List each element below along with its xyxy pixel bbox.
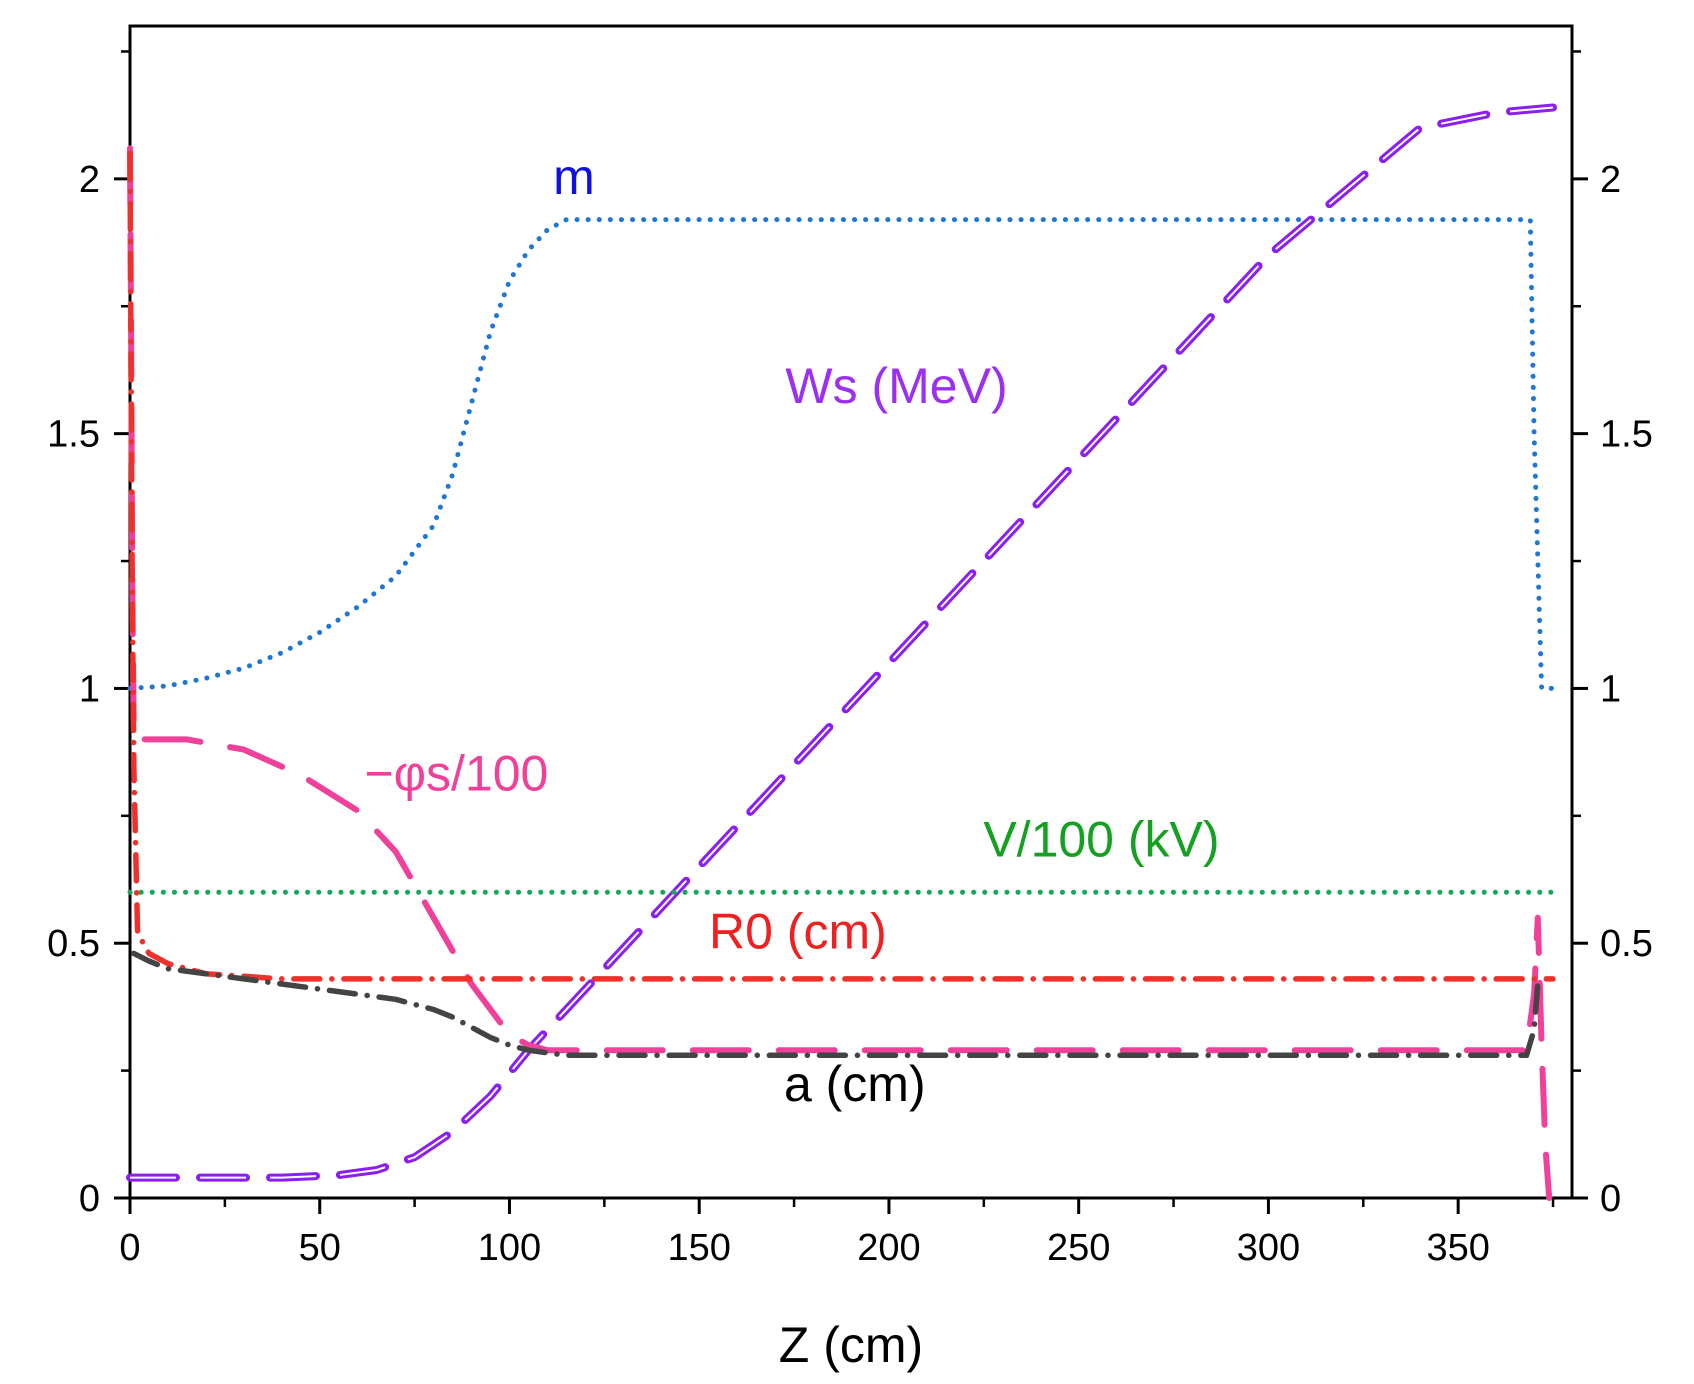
series-line-ws-mev bbox=[126, 103, 1557, 1182]
series-label-a-cm: a (cm) bbox=[784, 1056, 926, 1112]
y-tick-label: 0.5 bbox=[47, 923, 100, 965]
series-label-v-100-kv: V/100 (kV) bbox=[983, 812, 1219, 868]
y-tick-label: 0 bbox=[79, 1178, 100, 1220]
right-y-tick-label: 2 bbox=[1600, 159, 1621, 201]
x-tick-label: 250 bbox=[1047, 1227, 1110, 1269]
y-tick-label: 2 bbox=[79, 159, 100, 201]
right-y-tick-label: 1 bbox=[1600, 668, 1621, 710]
right-y-tick-label: 0.5 bbox=[1600, 923, 1653, 965]
y-tick-label: 1.5 bbox=[47, 414, 100, 456]
series-label-s-100: −φs/100 bbox=[364, 745, 548, 801]
series-line-m bbox=[127, 217, 1560, 691]
y-tick-label: 1 bbox=[79, 668, 100, 710]
series-label-m: m bbox=[553, 149, 595, 205]
x-tick-label: 200 bbox=[857, 1227, 920, 1269]
labels-layer: m Ws (MeV) −φs/100 V/100 (kV) R0 (cm) a (cm) bbox=[364, 149, 1219, 1112]
series-layer bbox=[126, 103, 1560, 1201]
x-tick-label: 0 bbox=[119, 1227, 140, 1269]
series-label-ws-mev: Ws (MeV) bbox=[785, 358, 1007, 414]
series-line-r0-cm bbox=[127, 150, 1556, 982]
series-line-a-cm bbox=[131, 950, 1541, 1059]
x-axis-title: Z (cm) bbox=[779, 1317, 923, 1373]
series-line-s-100 bbox=[127, 145, 1553, 1201]
x-tick-label: 100 bbox=[478, 1227, 541, 1269]
series-label-r0-cm: R0 (cm) bbox=[709, 903, 887, 959]
x-tick-label: 150 bbox=[668, 1227, 731, 1269]
right-y-tick-label: 0 bbox=[1600, 1178, 1621, 1220]
series-line-inner-ws-mev bbox=[130, 106, 1554, 1179]
x-tick-label: 300 bbox=[1237, 1227, 1300, 1269]
x-tick-label: 50 bbox=[299, 1227, 341, 1269]
x-tick-label: 350 bbox=[1426, 1227, 1489, 1269]
right-y-tick-label: 1.5 bbox=[1600, 414, 1653, 456]
